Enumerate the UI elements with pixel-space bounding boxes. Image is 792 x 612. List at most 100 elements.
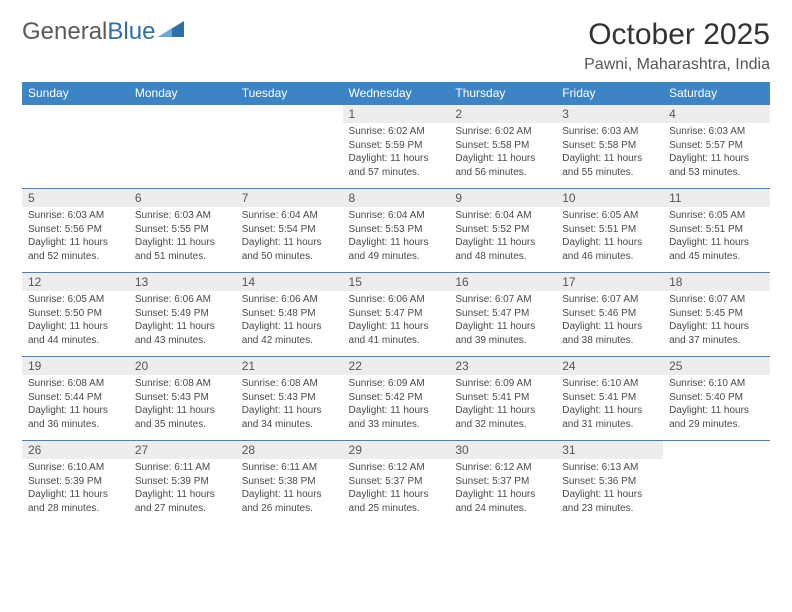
sunset-text: Sunset: 5:36 PM bbox=[562, 475, 657, 489]
day-number: 27 bbox=[129, 441, 236, 459]
day-number: 6 bbox=[129, 189, 236, 207]
calendar-cell: 31Sunrise: 6:13 AMSunset: 5:36 PMDayligh… bbox=[556, 441, 663, 525]
day-number: 13 bbox=[129, 273, 236, 291]
sunrise-text: Sunrise: 6:03 AM bbox=[562, 125, 657, 139]
sunrise-text: Sunrise: 6:07 AM bbox=[455, 293, 550, 307]
calendar-cell: 30Sunrise: 6:12 AMSunset: 5:37 PMDayligh… bbox=[449, 441, 556, 525]
location-text: Pawni, Maharashtra, India bbox=[584, 56, 770, 74]
day-detail: Sunrise: 6:09 AMSunset: 5:41 PMDaylight:… bbox=[449, 375, 556, 435]
sunrise-text: Sunrise: 6:07 AM bbox=[562, 293, 657, 307]
calendar-week-row: 19 Sunrise: 6:08 AMSunset: 5:44 PM Dayligh… bbox=[22, 357, 770, 441]
day-number: 24 bbox=[556, 357, 663, 375]
day-header: Friday bbox=[556, 82, 663, 105]
day-number: 19 bbox=[22, 357, 129, 375]
calendar-cell: 1 Sunrise: 6:02 AMSunset: 5:59 PMDaylight… bbox=[343, 105, 450, 189]
day-detail: Sunrise: 6:09 AMSunset: 5:42 PMDaylight:… bbox=[343, 375, 450, 435]
sunrise-text: Sunrise: 6:08 AM bbox=[28, 377, 123, 391]
day-detail: Sunrise: 6:06 AMSunset: 5:49 PMDaylight:… bbox=[129, 291, 236, 351]
calendar-cell: 26Sunrise: 6:10 AMSunset: 5:39 PMDayligh… bbox=[22, 441, 129, 525]
day-header: Saturday bbox=[663, 82, 770, 105]
calendar-cell: 17Sunrise: 6:07 AMSunset: 5:46 PMDayligh… bbox=[556, 273, 663, 357]
day-header: Thursday bbox=[449, 82, 556, 105]
daylight-text: Daylight: 11 hours and 56 minutes. bbox=[455, 152, 550, 179]
sunset-text: Sunset: 5:44 PM bbox=[28, 391, 123, 405]
calendar-cell: 4Sunrise: 6:03 AMSunset: 5:57 PMDaylight… bbox=[663, 105, 770, 189]
logo-triangle-icon bbox=[158, 18, 184, 46]
day-number: 21 bbox=[236, 357, 343, 375]
daylight-text: Daylight: 11 hours and 48 minutes. bbox=[455, 236, 550, 263]
day-header: Sunday bbox=[22, 82, 129, 105]
day-number: 29 bbox=[343, 441, 450, 459]
sunrise-text: Sunrise: 6:10 AM bbox=[562, 377, 657, 391]
day-number: 18 bbox=[663, 273, 770, 291]
calendar-week-row: 26Sunrise: 6:10 AMSunset: 5:39 PMDayligh… bbox=[22, 441, 770, 525]
day-number: 25 bbox=[663, 357, 770, 375]
sunset-text: Sunset: 5:46 PM bbox=[562, 307, 657, 321]
sunrise-text: Sunrise: 6:11 AM bbox=[242, 461, 337, 475]
day-detail: Sunrise: 6:04 AMSunset: 5:54 PMDaylight:… bbox=[236, 207, 343, 267]
daylight-text: Daylight: 11 hours and 52 minutes. bbox=[28, 236, 123, 263]
day-detail: Sunrise: 6:08 AMSunset: 5:43 PMDaylight:… bbox=[129, 375, 236, 435]
day-detail: Sunrise: 6:13 AMSunset: 5:36 PMDaylight:… bbox=[556, 459, 663, 519]
day-detail: Sunrise: 6:02 AMSunset: 5:58 PMDaylight:… bbox=[449, 123, 556, 183]
daylight-text: Daylight: 11 hours and 37 minutes. bbox=[669, 320, 764, 347]
calendar-cell: 18Sunrise: 6:07 AMSunset: 5:45 PMDayligh… bbox=[663, 273, 770, 357]
day-detail: Sunrise: 6:10 AMSunset: 5:40 PMDaylight:… bbox=[663, 375, 770, 435]
calendar-cell: 6Sunrise: 6:03 AMSunset: 5:55 PMDaylight… bbox=[129, 189, 236, 273]
calendar-cell: 19Sunrise: 6:08 AMSunset: 5:44 PMDayligh… bbox=[22, 357, 129, 441]
day-detail: Sunrise: 6:04 AMSunset: 5:52 PMDaylight:… bbox=[449, 207, 556, 267]
day-number: 2 bbox=[449, 105, 556, 123]
sunrise-text: Sunrise: 6:03 AM bbox=[669, 125, 764, 139]
day-number: 9 bbox=[449, 189, 556, 207]
daylight-text: Daylight: 11 hours and 23 minutes. bbox=[562, 488, 657, 515]
day-number: 11 bbox=[663, 189, 770, 207]
day-number: 5 bbox=[22, 189, 129, 207]
sunset-text: Sunset: 5:59 PM bbox=[349, 139, 444, 153]
calendar-cell: 11Sunrise: 6:05 AMSunset: 5:51 PMDayligh… bbox=[663, 189, 770, 273]
header: GeneralBlue October 2025 Pawni, Maharash… bbox=[22, 18, 770, 74]
sunset-text: Sunset: 5:49 PM bbox=[135, 307, 230, 321]
daylight-text: Daylight: 11 hours and 50 minutes. bbox=[242, 236, 337, 263]
day-detail: Sunrise: 6:03 AMSunset: 5:58 PMDaylight:… bbox=[556, 123, 663, 183]
day-detail: Sunrise: 6:06 AMSunset: 5:48 PMDaylight:… bbox=[236, 291, 343, 351]
sunrise-text: Sunrise: 6:04 AM bbox=[242, 209, 337, 223]
day-number: 20 bbox=[129, 357, 236, 375]
daylight-text: Daylight: 11 hours and 46 minutes. bbox=[562, 236, 657, 263]
daylight-text: Daylight: 11 hours and 34 minutes. bbox=[242, 404, 337, 431]
sunset-text: Sunset: 5:53 PM bbox=[349, 223, 444, 237]
calendar-cell: 25Sunrise: 6:10 AMSunset: 5:40 PMDayligh… bbox=[663, 357, 770, 441]
calendar-week-row: 5Sunrise: 6:03 AMSunset: 5:56 PMDaylight… bbox=[22, 189, 770, 273]
day-number: 31 bbox=[556, 441, 663, 459]
day-detail: Sunrise: 6:05 AMSunset: 5:51 PMDaylight:… bbox=[663, 207, 770, 267]
day-number: 1 bbox=[343, 105, 450, 123]
daylight-text: Daylight: 11 hours and 57 minutes. bbox=[349, 152, 444, 179]
calendar-cell: 8Sunrise: 6:04 AMSunset: 5:53 PMDaylight… bbox=[343, 189, 450, 273]
sunrise-text: Sunrise: 6:02 AM bbox=[349, 125, 444, 139]
sunrise-text: Sunrise: 6:07 AM bbox=[669, 293, 764, 307]
sunrise-text: Sunrise: 6:05 AM bbox=[562, 209, 657, 223]
daylight-text: Daylight: 11 hours and 41 minutes. bbox=[349, 320, 444, 347]
day-number: 30 bbox=[449, 441, 556, 459]
logo-text-blue: Blue bbox=[107, 18, 155, 46]
day-number: 17 bbox=[556, 273, 663, 291]
sunrise-text: Sunrise: 6:03 AM bbox=[135, 209, 230, 223]
sunset-text: Sunset: 5:57 PM bbox=[669, 139, 764, 153]
day-detail: Sunrise: 6:11 AMSunset: 5:38 PMDaylight:… bbox=[236, 459, 343, 519]
day-number: 22 bbox=[343, 357, 450, 375]
calendar-cell: 28Sunrise: 6:11 AMSunset: 5:38 PMDayligh… bbox=[236, 441, 343, 525]
daylight-text: Daylight: 11 hours and 39 minutes. bbox=[455, 320, 550, 347]
day-number: 10 bbox=[556, 189, 663, 207]
sunset-text: Sunset: 5:47 PM bbox=[455, 307, 550, 321]
day-number: 28 bbox=[236, 441, 343, 459]
day-detail: Sunrise: 6:12 AMSunset: 5:37 PMDaylight:… bbox=[449, 459, 556, 519]
title-block: October 2025 Pawni, Maharashtra, India bbox=[584, 18, 770, 74]
calendar-cell: 23Sunrise: 6:09 AMSunset: 5:41 PMDayligh… bbox=[449, 357, 556, 441]
sunset-text: Sunset: 5:43 PM bbox=[135, 391, 230, 405]
sunset-text: Sunset: 5:42 PM bbox=[349, 391, 444, 405]
logo: GeneralBlue bbox=[22, 18, 184, 46]
calendar-cell: 27Sunrise: 6:11 AMSunset: 5:39 PMDayligh… bbox=[129, 441, 236, 525]
calendar-week-row: 12Sunrise: 6:05 AMSunset: 5:50 PMDayligh… bbox=[22, 273, 770, 357]
sunrise-text: Sunrise: 6:11 AM bbox=[135, 461, 230, 475]
logo-text-general: General bbox=[22, 18, 107, 46]
sunrise-text: Sunrise: 6:03 AM bbox=[28, 209, 123, 223]
